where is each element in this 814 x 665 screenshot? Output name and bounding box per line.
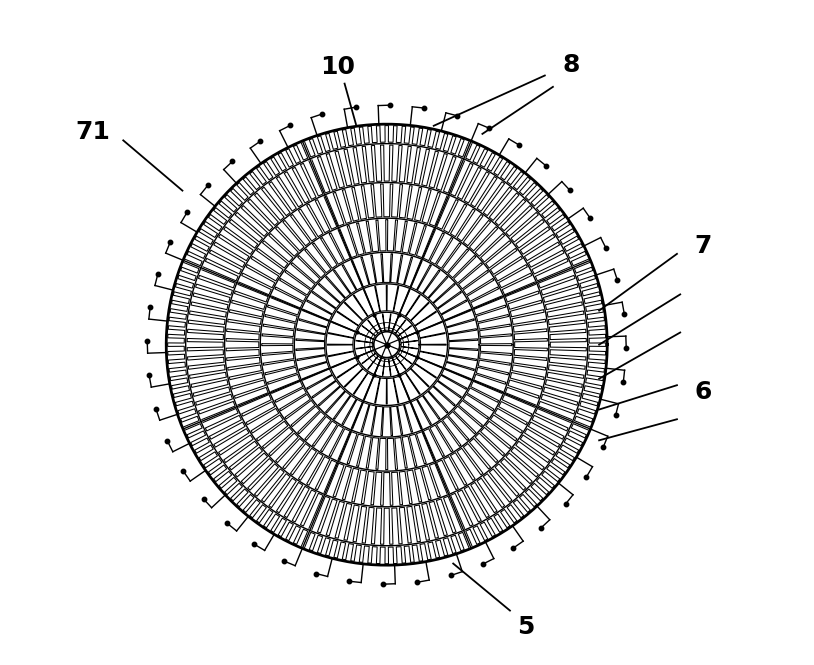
Text: 10: 10	[321, 55, 356, 79]
Text: 7: 7	[694, 234, 711, 258]
Text: 6: 6	[694, 380, 711, 404]
Text: 8: 8	[563, 53, 580, 77]
Polygon shape	[374, 332, 400, 358]
Text: 5: 5	[518, 614, 535, 639]
Text: 71: 71	[76, 120, 111, 144]
